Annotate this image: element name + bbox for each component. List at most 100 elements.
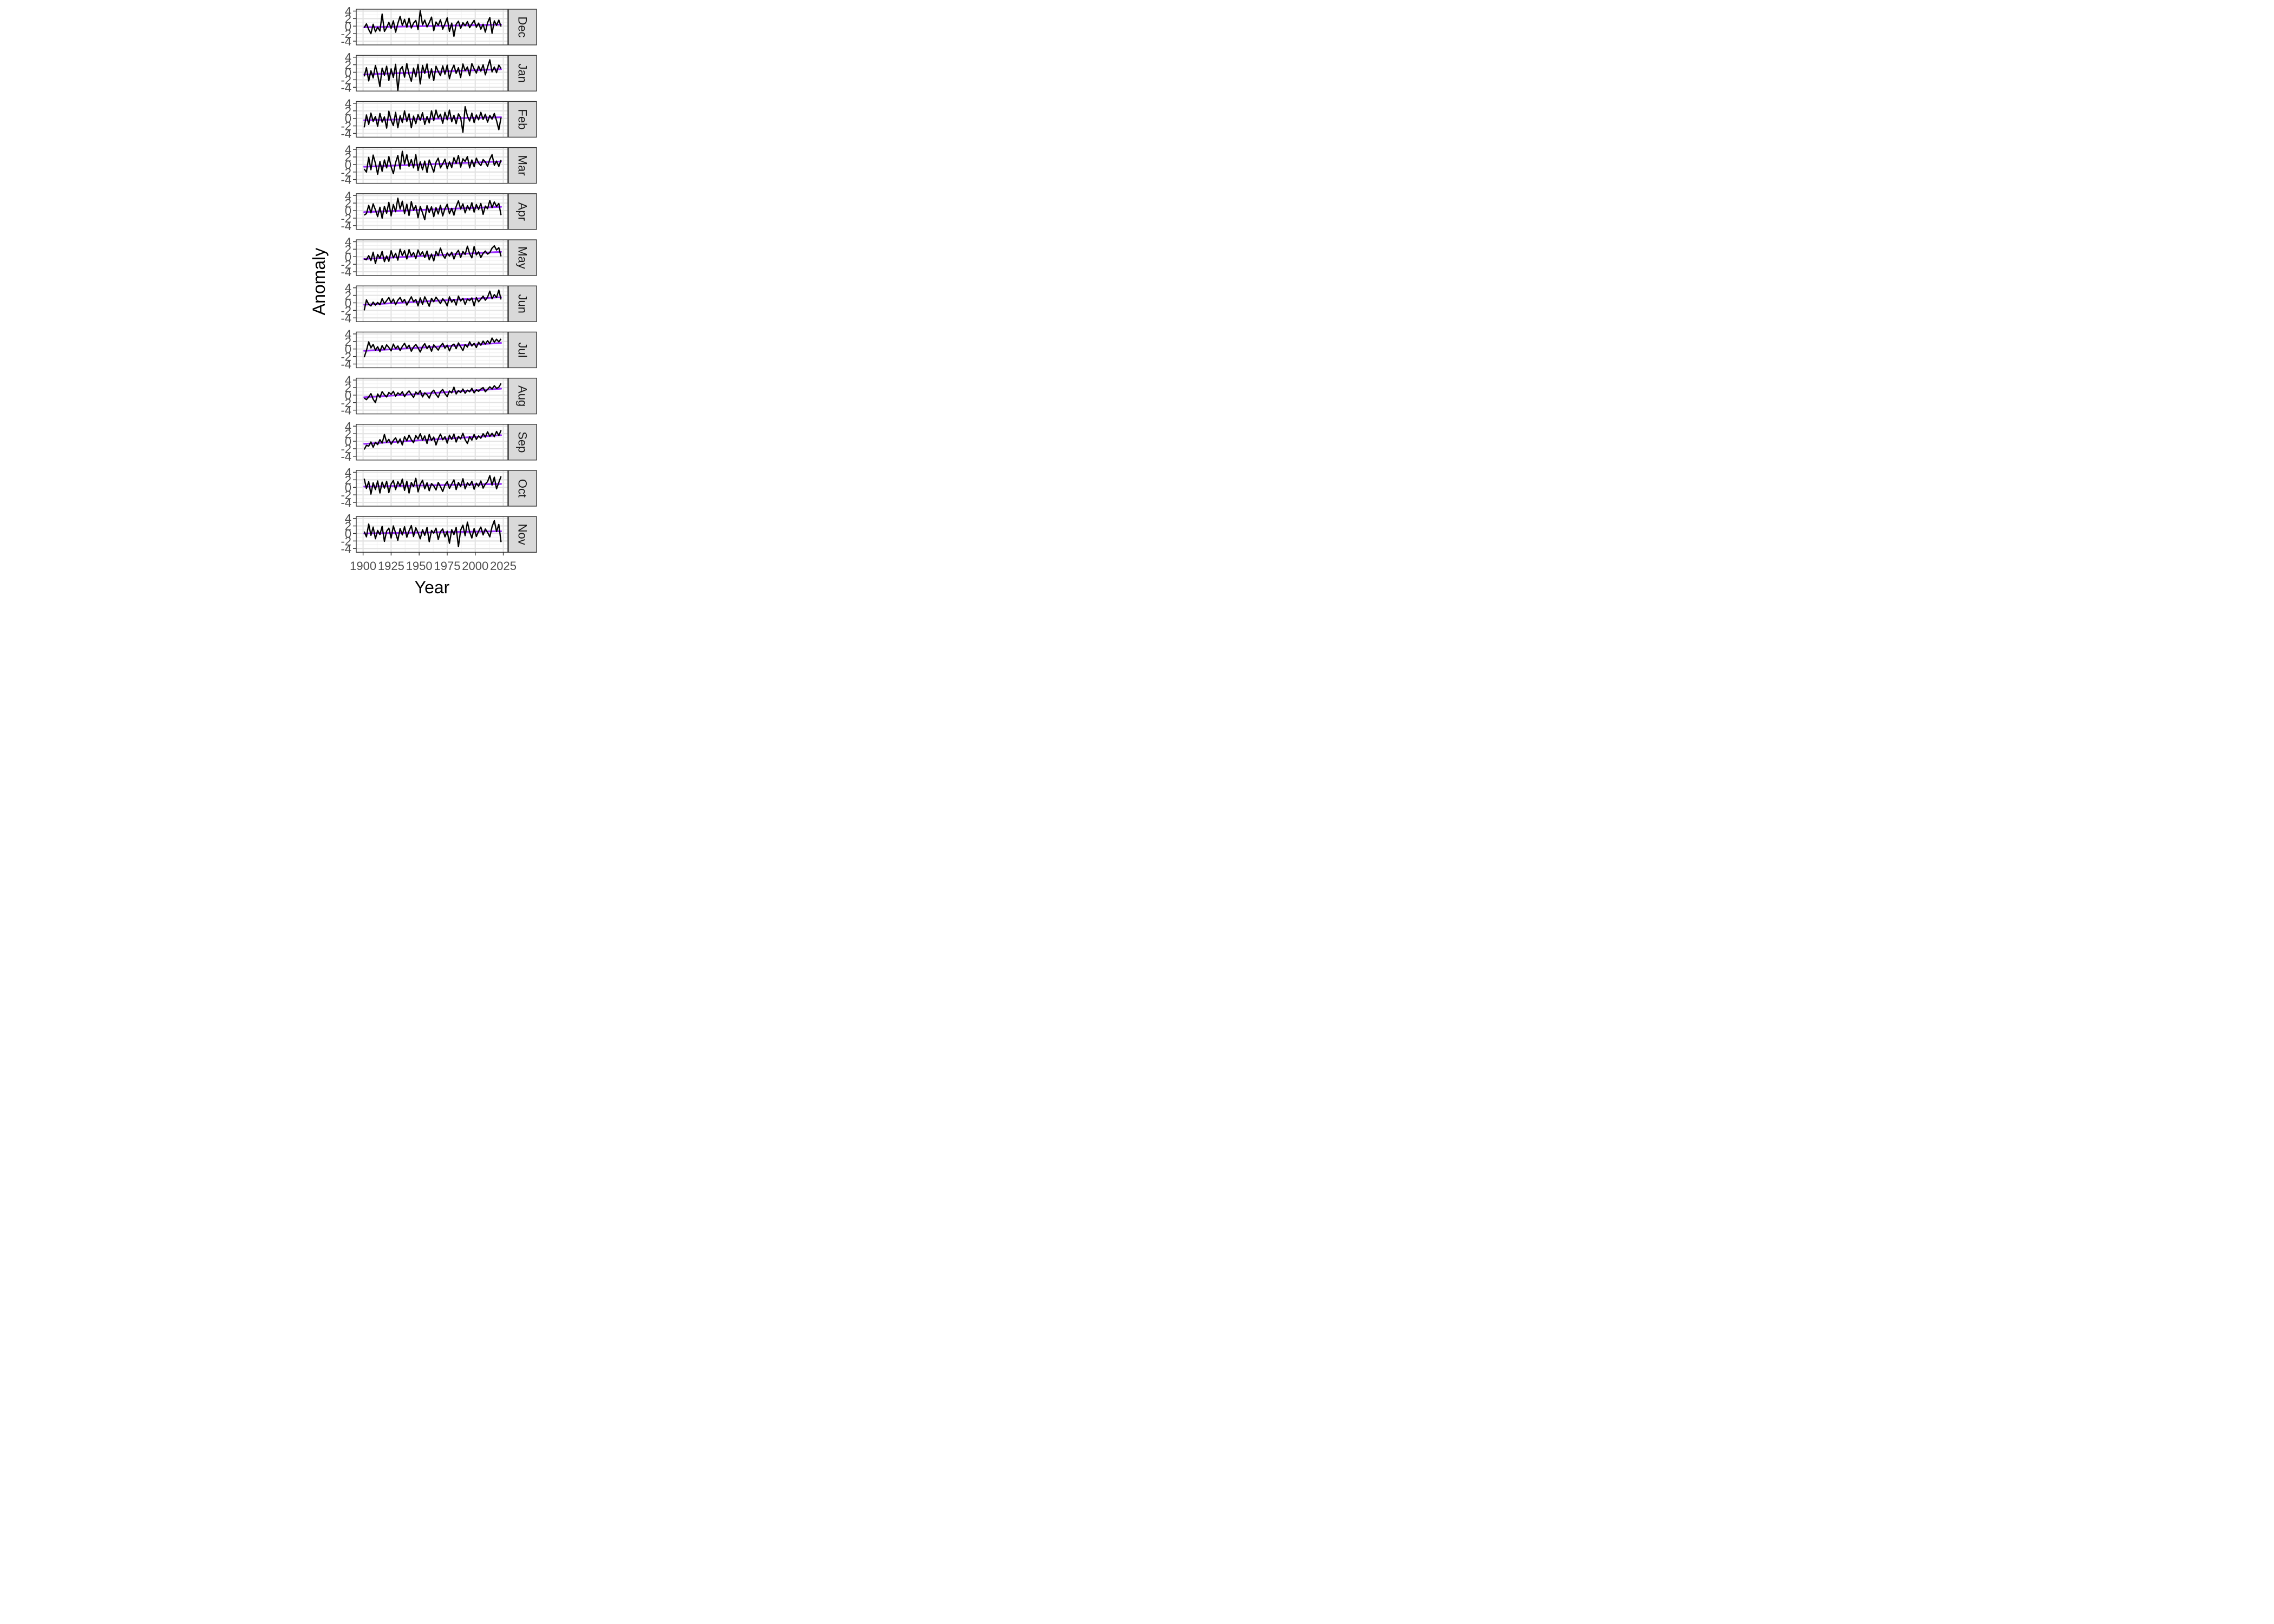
faceted-line-chart: 420-2-4Dec420-2-4Jan420-2-4Feb420-2-4Mar…: [309, 4, 537, 597]
anomaly-line: [363, 289, 502, 311]
y-tick-label: 0: [345, 389, 351, 402]
y-tick-label: 4: [345, 51, 351, 64]
panel-border: [356, 193, 508, 230]
y-tick-label: 0: [345, 112, 351, 126]
y-tick-label: 0: [345, 481, 351, 494]
anomaly-line: [363, 106, 502, 133]
facet-strip: [508, 147, 537, 184]
y-tick-label: -2: [341, 73, 351, 87]
y-tick-label: 2: [345, 104, 351, 118]
panel-mar: 420-2-4 Mar: [341, 143, 537, 187]
facet-strip: [508, 101, 537, 138]
panel-border: [356, 147, 508, 184]
y-tick-label: 2: [345, 473, 351, 487]
panel-border: [356, 470, 508, 507]
x-tick-label: 2000: [462, 559, 488, 573]
facet-strip-label: Jul: [516, 342, 530, 357]
panel-oct: 420-2-4 Oct: [341, 466, 537, 509]
y-tick-label: 0: [345, 435, 351, 448]
anomaly-line: [363, 475, 502, 495]
x-tick-label: 2025: [490, 559, 517, 573]
panel-dec: 420-2-4 Dec: [341, 4, 537, 48]
y-tick-label: 0: [345, 527, 351, 540]
panel-border: [356, 331, 508, 369]
panel-nov: 420-2-4 Nov: [341, 512, 537, 555]
anomaly-line: [363, 59, 502, 91]
anomaly-line: [364, 197, 502, 220]
facet-strip: [508, 516, 537, 553]
y-tick-label: -4: [341, 219, 351, 233]
facet-strip-label: Aug: [516, 385, 530, 407]
anomaly-line: [364, 245, 502, 264]
y-tick-label: 4: [345, 374, 351, 387]
x-tick-label: 1950: [406, 559, 433, 573]
anomaly-line: [363, 430, 502, 450]
panel-border: [356, 9, 508, 45]
facet-strip-label: Mar: [516, 155, 530, 176]
facet-strip-label: Sep: [516, 431, 530, 453]
y-tick-label: 4: [345, 328, 351, 341]
y-tick-label: -4: [341, 81, 351, 94]
y-tick-label: -4: [341, 265, 351, 279]
y-tick-label: 2: [345, 58, 351, 72]
y-tick-label: -4: [341, 496, 351, 509]
x-tick-label: 1975: [434, 559, 460, 573]
panel-jan: 420-2-4 Jan: [341, 51, 537, 94]
y-tick-label: -2: [341, 534, 351, 548]
panel-jun: 420-2-4 Jun: [341, 281, 537, 325]
y-tick-label: 0: [345, 204, 351, 218]
facet-strip-label: Jun: [516, 294, 530, 313]
panel-aug: 420-2-4 Aug: [341, 374, 537, 417]
panel-border: [356, 285, 508, 322]
y-tick-label: -4: [341, 404, 351, 417]
y-tick-label: 4: [345, 4, 351, 18]
y-tick-label: -2: [341, 396, 351, 410]
y-tick-label: 0: [345, 19, 351, 33]
facet-strip-label: Jan: [516, 63, 530, 82]
y-tick-label: 4: [345, 143, 351, 156]
y-tick-label: 4: [345, 420, 351, 433]
y-axis-title: Anomaly: [309, 248, 329, 316]
y-tick-label: -2: [341, 166, 351, 179]
facet-strip-label: Oct: [516, 479, 530, 497]
anomaly-line: [363, 10, 502, 37]
y-tick-label: 4: [345, 235, 351, 248]
y-tick-label: 2: [345, 427, 351, 441]
y-tick-label: -4: [341, 542, 351, 555]
panels: 420-2-4Dec420-2-4Jan420-2-4Feb420-2-4Mar…: [341, 4, 537, 555]
y-tick-label: 2: [345, 335, 351, 349]
anomaly-line: [363, 520, 502, 547]
facet-strip: [508, 193, 537, 230]
facet-strip-label: Dec: [516, 16, 530, 37]
x-axis: 1900 1925 1950 1975 2000 2025: [350, 552, 517, 573]
y-tick-label: -2: [341, 350, 351, 364]
panel-feb: 420-2-4 Feb: [341, 97, 537, 140]
panel-border: [356, 424, 508, 461]
y-tick-label: 2: [345, 12, 351, 25]
panel-border: [356, 516, 508, 553]
y-tick-label: 0: [345, 66, 351, 79]
y-tick-label: 4: [345, 281, 351, 295]
panel-border: [356, 239, 508, 276]
facet-strip: [508, 9, 537, 45]
y-tick-label: 0: [345, 158, 351, 172]
y-tick-label: -4: [341, 311, 351, 325]
y-tick-label: -4: [341, 173, 351, 187]
facet-strip: [508, 470, 537, 507]
x-axis-title: Year: [415, 578, 450, 597]
y-tick-label: -2: [341, 488, 351, 502]
y-tick-label: 2: [345, 381, 351, 395]
y-tick-label: 0: [345, 296, 351, 310]
panel-border: [356, 101, 508, 138]
anomaly-line: [363, 337, 502, 358]
y-tick-label: 0: [345, 343, 351, 356]
y-tick-label: -2: [341, 212, 351, 225]
y-tick-label: 4: [345, 512, 351, 526]
panel-apr: 420-2-4 Apr: [341, 189, 537, 233]
y-tick-label: 2: [345, 243, 351, 256]
y-tick-label: 0: [345, 250, 351, 264]
y-tick-label: -4: [341, 35, 351, 48]
y-tick-label: 4: [345, 466, 351, 479]
y-tick-label: 4: [345, 97, 351, 110]
facet-strip-label: Nov: [516, 524, 530, 545]
